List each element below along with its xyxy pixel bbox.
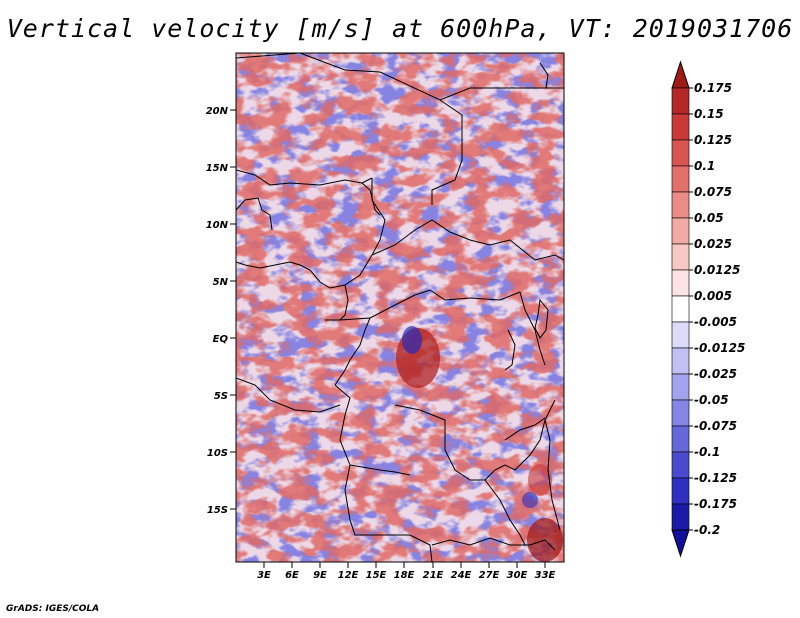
colorbar-segment [671,87,690,115]
colorbar-segment [671,373,690,401]
lon-tick-label: 6E [285,570,299,581]
lat-tick-label: 15N [206,163,229,174]
colorbar-label: -0.175 [694,497,737,511]
lat-tick-label: 15S [207,505,228,516]
lon-tick-label: 3E [257,570,271,581]
lon-tick-label: 12E [338,570,359,581]
colorbar-label: 0.15 [694,107,724,121]
velocity-field [236,53,564,562]
lat-tick-label: 10N [206,220,229,231]
lat-tick-label: 5S [214,391,228,402]
lat-tick-label: 5N [213,277,229,288]
lon-tick-label: 15E [366,570,387,581]
colorbar-arrow-top [671,60,690,89]
colorbar-segment [671,243,690,271]
colorbar-segment [671,139,690,167]
colorbar-label: 0.175 [694,81,732,95]
colorbar-segment [671,321,690,349]
lon-tick-label: 33E [535,570,556,581]
colorbar-label: 0.005 [694,289,732,303]
colorbar-label: -0.05 [694,393,729,407]
colorbar-label: 0.025 [694,237,732,251]
colorbar-segment [671,191,690,219]
colorbar-segment [671,113,690,141]
lat-axis: 20N 15N 10N 5N EQ 5S 10S 15S [206,106,236,516]
colorbar-label: 0.075 [694,185,732,199]
colorbar-segment [671,165,690,193]
colorbar-label: -0.2 [694,523,720,537]
colorbar-label: -0.005 [694,315,737,329]
lat-tick-label: EQ [213,334,229,345]
lon-tick-label: 27E [479,570,500,581]
colorbar-label: 0.125 [694,133,732,147]
colorbar-segment [671,425,690,453]
colorbar: 0.175 0.15 0.125 0.1 0.075 0.05 0.025 0.0125 0.0… [671,60,745,558]
colorbar-segment [671,503,690,531]
chart-title: Vertical velocity [m/s] at 600hPa, VT: 2… [6,14,794,43]
colorbar-label: 0.05 [694,211,724,225]
lon-tick-label: 24E [451,570,472,581]
lon-tick-label: 30E [507,570,528,581]
lat-tick-label: 10S [207,448,228,459]
colorbar-segment [671,295,690,323]
colorbar-segment [671,347,690,375]
map-frame [235,52,565,563]
lon-tick-label: 9E [313,570,327,581]
colorbar-label: -0.0125 [694,341,745,355]
lon-axis: 3E 6E 9E 12E 15E 18E 21E 24E 27E 30E 33E [257,562,556,581]
lon-tick-label: 21E [423,570,444,581]
colorbar-label: -0.1 [694,445,720,459]
colorbar-segment [671,477,690,505]
colorbar-label: -0.025 [694,367,737,381]
colorbar-arrow-bottom [671,529,690,558]
colorbar-segment [671,217,690,245]
grads-credit: GrADS: IGES/COLA [6,604,100,614]
colorbar-label: -0.075 [694,419,737,433]
colorbar-label: -0.125 [694,471,737,485]
lat-tick-label: 20N [206,106,229,117]
colorbar-segment [671,269,690,297]
country-borders [236,53,564,562]
colorbar-label: 0.1 [694,159,715,173]
lon-tick-label: 18E [394,570,415,581]
colorbar-segment [671,451,690,479]
colorbar-segment [671,399,690,427]
colorbar-label: 0.0125 [694,263,740,277]
